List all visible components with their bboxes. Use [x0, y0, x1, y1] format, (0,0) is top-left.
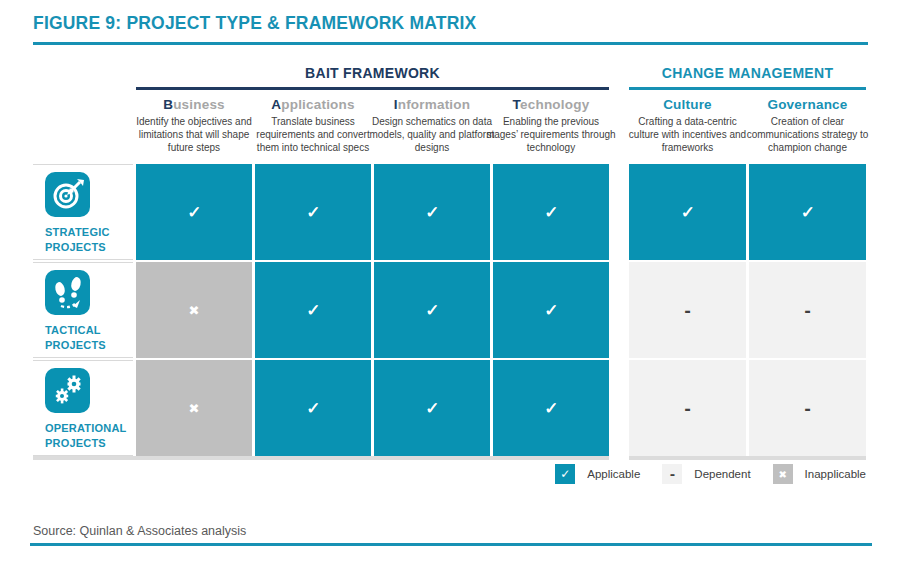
legend-label-inapplicable: Inapplicable	[805, 468, 866, 480]
row-label-tactical-projects: TACTICAL PROJECTS	[33, 262, 133, 358]
source-underline	[30, 543, 872, 546]
column-header-technology: Technology Enabling the previous stages’…	[493, 92, 609, 162]
column-header-applications: Applications Translate business requirem…	[255, 92, 371, 162]
column-title-culture: Culture	[629, 97, 746, 112]
column-rest: usiness	[173, 97, 225, 112]
bait-framework-header: BAIT FRAMEWORK	[136, 62, 609, 90]
column-description-culture: Crafting a data-centric culture with inc…	[622, 115, 753, 155]
figure-title: FIGURE 9: PROJECT TYPE & FRAMEWORK MATRI…	[33, 13, 476, 34]
cell-strategic-technology: ✓	[493, 164, 609, 260]
cell-operational-information: ✓	[374, 360, 490, 456]
column-initial: T	[513, 97, 520, 112]
column-header-culture: Culture Crafting a data-centric culture …	[629, 92, 746, 162]
column-description-information: Design schematics on data models, qualit…	[367, 115, 497, 155]
row-label-text: STRATEGIC PROJECTS	[45, 225, 131, 255]
column-description-governance: Creation of clear communications strateg…	[742, 115, 873, 155]
column-description-technology: Enabling the previous stages’ requiremen…	[486, 115, 616, 155]
cell-strategic-culture: ✓	[629, 164, 746, 260]
cell-operational-applications: ✓	[255, 360, 371, 456]
cell-operational-governance: -	[749, 360, 866, 456]
legend-label-applicable: Applicable	[587, 468, 640, 480]
legend-item-inapplicable: ✖ Inapplicable	[773, 464, 866, 484]
title-underline	[33, 42, 868, 45]
cell-tactical-technology: ✓	[493, 262, 609, 358]
cell-strategic-applications: ✓	[255, 164, 371, 260]
column-description-business: Identify the objectives and limitations …	[129, 115, 259, 155]
cell-operational-technology: ✓	[493, 360, 609, 456]
change-management-header: CHANGE MANAGEMENT	[629, 62, 866, 90]
cell-operational-business: ✖	[136, 360, 252, 456]
cell-strategic-governance: ✓	[749, 164, 866, 260]
column-initial: A	[271, 97, 281, 112]
column-header-business: Business Identify the objectives and lim…	[136, 92, 252, 162]
source-attribution: Source: Quinlan & Associates analysis	[33, 524, 246, 538]
legend: ✓ Applicable - Dependent ✖ Inapplicable	[555, 464, 866, 484]
applicable-check-icon: ✓	[555, 464, 575, 484]
row-label-operational-projects: OPERATIONAL PROJECTS	[33, 360, 133, 456]
column-initial: B	[163, 97, 173, 112]
column-title-business: Business	[136, 97, 252, 112]
column-header-governance: Governance Creation of clear communicati…	[749, 92, 866, 162]
column-title-governance: Governance	[749, 97, 866, 112]
column-rest: pplications	[281, 97, 354, 112]
inapplicable-cross-icon: ✖	[773, 464, 793, 484]
cell-tactical-information: ✓	[374, 262, 490, 358]
row-label-text: TACTICAL PROJECTS	[45, 323, 131, 353]
cell-tactical-governance: -	[749, 262, 866, 358]
column-header-information: Information Design schematics on data mo…	[374, 92, 490, 162]
column-title-technology: Technology	[493, 97, 609, 112]
table-bottom-shadow-left	[33, 456, 609, 460]
framework-matrix: BAIT FRAMEWORK CHANGE MANAGEMENT Busines…	[33, 62, 866, 456]
figure-page: FIGURE 9: PROJECT TYPE & FRAMEWORK MATRI…	[0, 0, 900, 568]
target-icon	[45, 172, 90, 217]
column-title-information: Information	[374, 97, 490, 112]
row-label-text: OPERATIONAL PROJECTS	[45, 421, 131, 451]
legend-label-dependent: Dependent	[694, 468, 750, 480]
cell-tactical-applications: ✓	[255, 262, 371, 358]
cell-tactical-culture: -	[629, 262, 746, 358]
cell-tactical-business: ✖	[136, 262, 252, 358]
row-label-strategic-projects: STRATEGIC PROJECTS	[33, 164, 133, 260]
column-rest: echnology	[520, 97, 589, 112]
column-description-applications: Translate business requirements and conv…	[248, 115, 378, 155]
column-title-applications: Applications	[255, 97, 371, 112]
dependent-dash-icon: -	[662, 464, 682, 484]
gears-icon	[45, 368, 90, 413]
cell-strategic-business: ✓	[136, 164, 252, 260]
legend-item-dependent: - Dependent	[662, 464, 772, 484]
table-bottom-shadow-right	[629, 456, 866, 460]
cell-operational-culture: -	[629, 360, 746, 456]
footsteps-icon	[45, 270, 90, 315]
cell-strategic-information: ✓	[374, 164, 490, 260]
column-rest: nformation	[398, 97, 471, 112]
legend-item-applicable: ✓ Applicable	[555, 464, 662, 484]
